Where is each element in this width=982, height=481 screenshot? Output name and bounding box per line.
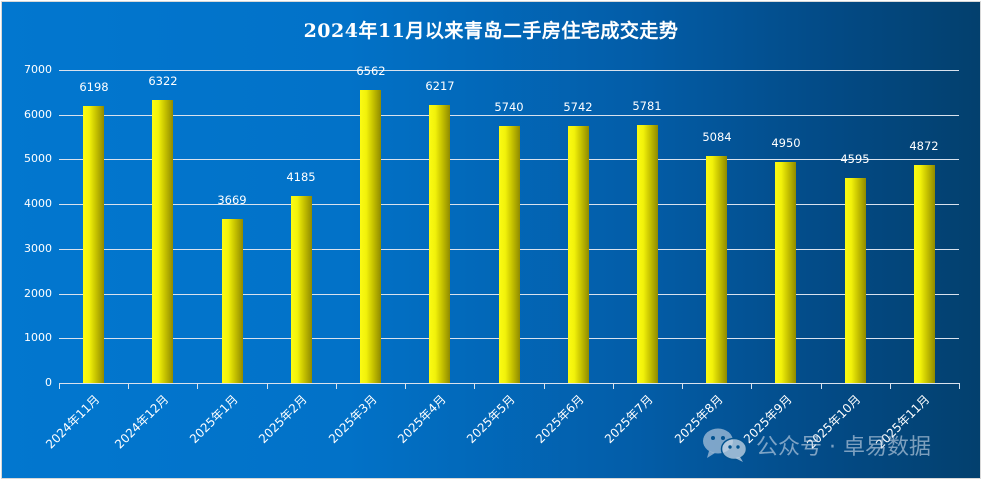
bar [360,90,381,383]
x-tick [613,383,614,389]
data-label: 4872 [909,139,939,153]
data-label: 3669 [217,193,247,207]
x-category-label: 2025年3月 [325,392,380,447]
bar [845,178,866,383]
y-tick-label: 5000 [24,152,52,165]
x-tick [336,383,337,389]
data-label: 4595 [840,152,870,166]
x-tick [751,383,752,389]
x-category-label: 2025年2月 [255,392,310,447]
watermark: 公众号 · 卓易数据 [702,427,931,463]
x-tick [959,383,960,389]
x-tick [59,383,60,389]
bar [637,125,658,383]
data-label: 5740 [494,100,524,114]
bar [429,105,450,383]
data-label: 5742 [563,100,593,114]
bar [568,126,589,383]
x-tick [405,383,406,389]
gridline [59,70,959,71]
x-axis-line [59,383,960,384]
chart-title: 2024年11月以来青岛二手房住宅成交走势 [303,20,679,42]
x-category-label: 2025年4月 [394,392,449,447]
x-category-label: 2024年11月 [43,392,103,452]
bar [222,219,243,383]
bar [499,126,520,383]
y-tick-label: 3000 [24,242,52,255]
y-tick-label: 7000 [24,63,52,76]
data-label: 6322 [148,74,178,88]
x-category-label: 2025年7月 [601,392,656,447]
data-label: 5781 [632,99,662,113]
x-tick [267,383,268,389]
x-category-label: 2025年5月 [463,392,518,447]
data-label: 4950 [771,136,801,150]
x-tick [474,383,475,389]
bar [775,162,796,383]
y-tick-label: 2000 [24,287,52,300]
data-label: 6562 [356,64,386,78]
x-category-label: 2024年12月 [112,392,172,452]
bar [914,165,935,383]
data-label: 6198 [79,80,109,94]
x-tick [544,383,545,389]
data-label: 6217 [425,79,455,93]
x-tick [682,383,683,389]
x-tick [128,383,129,389]
y-tick-label: 6000 [24,108,52,121]
bar [291,196,312,383]
wechat-icon [703,428,748,462]
bar [83,106,104,383]
gridline [59,115,959,116]
data-label: 5084 [702,130,732,144]
x-category-label: 2025年6月 [532,392,587,447]
x-tick [821,383,822,389]
data-label: 4185 [286,170,316,184]
y-tick-label: 1000 [24,331,52,344]
bar [706,156,727,383]
x-tick [890,383,891,389]
y-tick-label: 4000 [24,197,52,210]
y-tick-label: 0 [45,376,52,389]
watermark-text: 公众号 · 卓易数据 [756,435,931,460]
x-category-label: 2025年1月 [186,392,241,447]
bar [152,100,173,383]
x-tick [197,383,198,389]
